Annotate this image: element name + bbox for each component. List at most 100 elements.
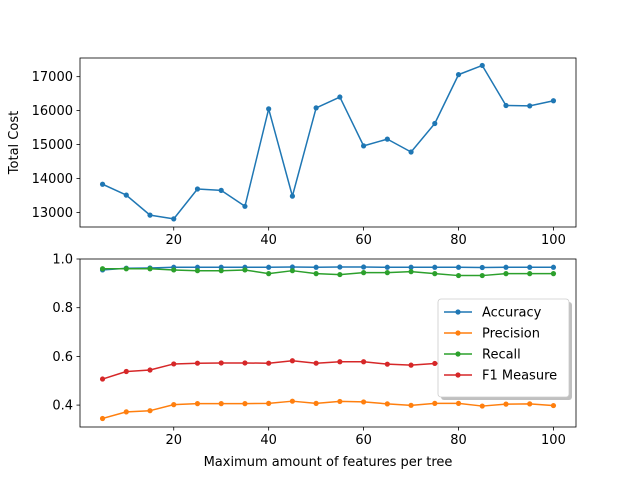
y-tick-label: 13000 (32, 206, 73, 221)
y-tick-label: 15000 (32, 138, 73, 153)
accuracy-point (361, 264, 367, 270)
series-0-point (527, 103, 533, 109)
accuracy-point (550, 264, 557, 270)
series-0-point (550, 98, 557, 104)
series-0-point (455, 72, 462, 78)
series-0-point (313, 105, 319, 111)
y-tick-label: 0.4 (52, 399, 73, 414)
precision-point (242, 401, 248, 407)
x-tick-label: 100 (541, 433, 566, 448)
recall-point (384, 270, 390, 276)
series-0-point (432, 120, 438, 127)
recall-point (455, 272, 462, 279)
bottom-subplot-metrics: 20 40 60 80 100 0.4 0.6 0.8 1.0 Maximum amount of… (52, 253, 577, 470)
precision-point (550, 402, 557, 409)
f1-measure-legend-marker (455, 372, 461, 378)
y-tick-label: 16000 (32, 104, 73, 119)
precision-point (479, 403, 485, 409)
f1-measure-point (337, 359, 343, 365)
recall-point (337, 271, 343, 278)
recall-point (99, 266, 106, 272)
recall-legend-marker (455, 351, 461, 357)
recall-point (550, 271, 557, 277)
series-0-point (266, 106, 272, 112)
precision-line (101, 400, 555, 420)
recall-point (479, 272, 485, 279)
series-0-point (408, 149, 414, 155)
precision-point (503, 401, 509, 407)
series-0-point (337, 94, 343, 100)
f1-measure-point (218, 360, 224, 366)
f1-measure-point (147, 367, 153, 373)
top-subplot-total-cost: 20 40 60 80 100 13000 14000 15000 16000 17000 Tota… (7, 57, 577, 248)
recall-point (147, 266, 153, 272)
accuracy-point (455, 264, 462, 270)
recall-legend-label: Recall (482, 348, 521, 363)
series-0-point (194, 186, 201, 192)
precision-point (337, 398, 343, 405)
series-0-point (361, 143, 367, 149)
series-0-point (123, 192, 129, 198)
precision-point (123, 409, 129, 415)
f1-measure-point (194, 360, 201, 366)
x-tick-label: 80 (450, 233, 467, 248)
recall-point (171, 267, 177, 273)
f1-measure-point (99, 376, 106, 382)
recall-point (503, 271, 509, 277)
f1-measure-point (123, 368, 129, 375)
x-tick-label: 60 (355, 233, 372, 248)
y-tick-label: 14000 (32, 172, 73, 187)
f1-measure-point (289, 358, 295, 364)
precision-legend-marker (455, 330, 461, 336)
precision-point (408, 402, 414, 408)
precision-point (171, 402, 177, 408)
f1-measure-point (313, 360, 319, 366)
accuracy-legend-marker (455, 309, 461, 315)
precision-point (194, 401, 201, 407)
f1-measure-point (432, 360, 438, 367)
accuracy-point (384, 264, 390, 270)
x-tick-label: 40 (260, 233, 277, 248)
accuracy-legend-label: Accuracy (482, 306, 542, 321)
accuracy-point (432, 264, 438, 270)
f1-measure-point (266, 360, 272, 366)
precision-point (527, 401, 533, 407)
accuracy-point (527, 264, 533, 270)
y-tick-label: 1.0 (52, 253, 73, 268)
x-tick-label: 20 (165, 433, 182, 448)
recall-point (408, 269, 414, 275)
accuracy-point (408, 264, 414, 270)
f1-measure-point (242, 360, 248, 366)
recall-point (361, 270, 367, 276)
recall-point (266, 271, 272, 277)
accuracy-point (289, 264, 295, 270)
precision-point (99, 415, 106, 422)
series-0-point (147, 212, 153, 218)
precision-point (455, 400, 462, 406)
accuracy-line (101, 266, 555, 271)
series-0-point (171, 216, 177, 222)
x-tick-label: 80 (450, 433, 467, 448)
y-tick-label: 0.8 (52, 301, 73, 316)
precision-point (266, 400, 272, 406)
legend-box (437, 298, 570, 398)
axes-frame (79, 57, 577, 228)
series-0-point (242, 203, 248, 209)
f1-measure-legend-label: F1 Measure (482, 369, 557, 384)
recall-point (242, 267, 248, 273)
x-tick-label: 20 (165, 233, 182, 248)
recall-point (123, 266, 129, 272)
axes-frame (79, 258, 577, 428)
recall-point (218, 268, 224, 274)
accuracy-point (266, 264, 272, 270)
series-0-point (384, 136, 390, 142)
recall-point (289, 268, 295, 274)
recall-point (527, 271, 533, 277)
recall-point (432, 271, 438, 277)
f1-measure-point (384, 361, 390, 367)
series-0-point (503, 102, 509, 109)
y-tick-label: 17000 (32, 70, 73, 85)
precision-point (361, 399, 367, 405)
recall-line (101, 267, 555, 277)
